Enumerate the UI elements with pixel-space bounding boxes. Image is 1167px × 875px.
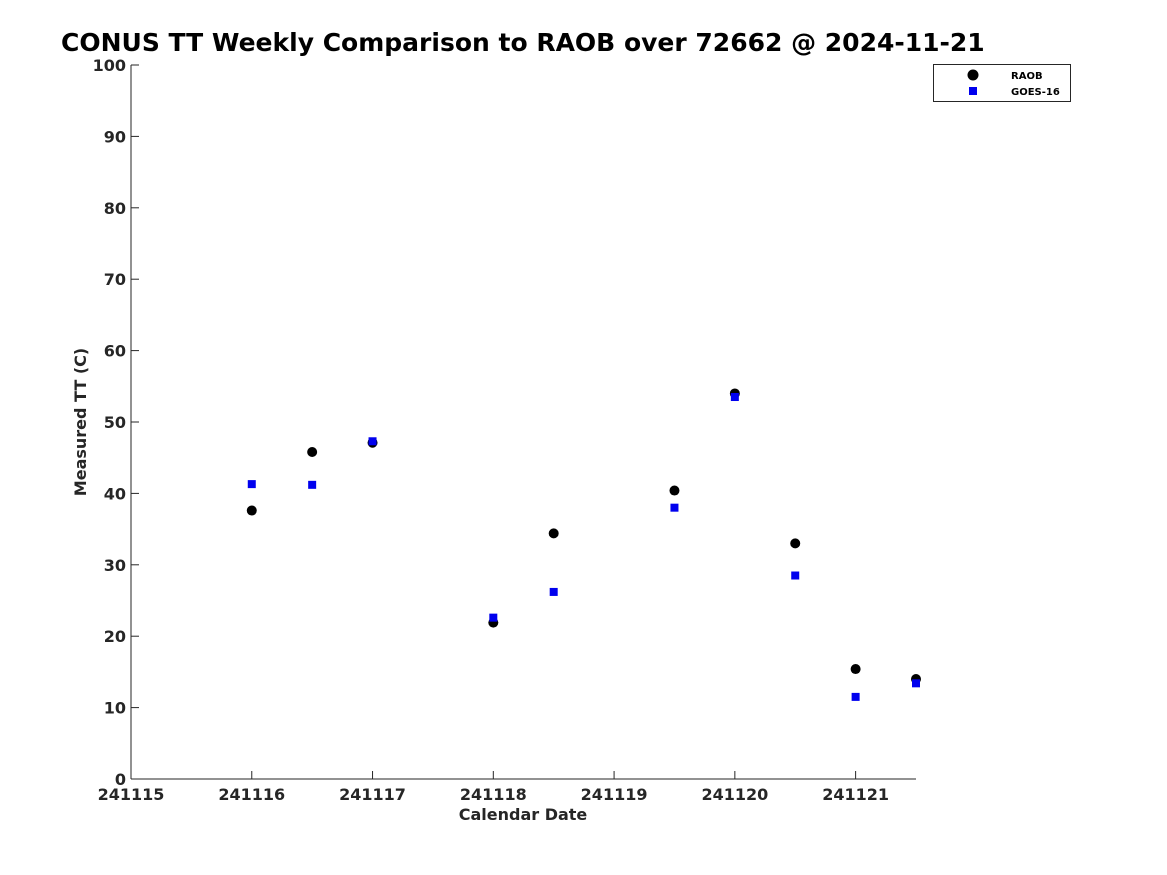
data-point-square (730, 393, 739, 402)
x-tick-label: 241117 (339, 785, 406, 804)
x-tick-label: 241116 (218, 785, 285, 804)
y-tick-label: 40 (104, 484, 126, 503)
x-tick-label: 241118 (460, 785, 527, 804)
y-tick-label: 0 (115, 770, 126, 789)
y-axis-ticks: 0 10 20 30 40 50 60 70 80 90 100 (93, 56, 139, 789)
y-tick-label: 10 (104, 699, 126, 718)
data-point-square (489, 613, 498, 622)
y-axis-label: Measured TT (C) (71, 348, 90, 496)
data-point-circle (790, 538, 801, 549)
data-point-square (308, 480, 317, 489)
series-raob (246, 388, 921, 685)
data-point-circle (669, 485, 680, 496)
data-point-circle (850, 664, 861, 675)
legend-box (933, 64, 1071, 102)
y-tick-label: 100 (93, 56, 126, 75)
data-point-square (247, 480, 256, 489)
legend-label: GOES-16 (1011, 87, 1060, 98)
data-point-square (549, 587, 558, 596)
y-tick-label: 50 (104, 413, 126, 432)
data-point-square (670, 503, 679, 512)
x-axis-ticks: 241115 241116 241117 241118 241119 241120 2411… (98, 771, 889, 804)
data-point-square (912, 679, 920, 688)
data-point-square (851, 692, 860, 701)
data-point-square (368, 437, 377, 446)
x-tick-label: 241119 (581, 785, 648, 804)
y-tick-label: 90 (104, 127, 126, 146)
legend-marker-square (969, 87, 977, 95)
data-points (246, 388, 921, 701)
chart-axes (130, 65, 916, 780)
y-tick-label: 60 (104, 342, 126, 361)
x-tick-label: 241121 (822, 785, 889, 804)
chart-title: CONUS TT Weekly Comparison to RAOB over … (61, 28, 985, 57)
x-tick-label: 241115 (98, 785, 165, 804)
data-point-circle (307, 446, 318, 457)
legend-label: RAOB (1011, 71, 1043, 82)
y-tick-label: 30 (104, 556, 126, 575)
data-point-circle (548, 528, 559, 539)
legend: RAOB GOES-16 (933, 64, 1071, 102)
series-goes-16 (247, 393, 920, 701)
y-tick-label: 70 (104, 270, 126, 289)
y-tick-label: 20 (104, 627, 126, 646)
x-tick-label: 241120 (701, 785, 768, 804)
legend-marker-circle (967, 69, 979, 81)
x-axis-label: Calendar Date (459, 805, 588, 824)
y-tick-label: 80 (104, 199, 126, 218)
data-point-circle (246, 505, 257, 516)
data-point-square (791, 571, 800, 580)
